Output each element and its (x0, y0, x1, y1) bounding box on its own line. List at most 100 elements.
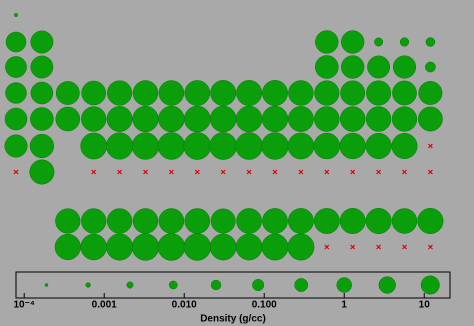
element-bubble (262, 208, 288, 234)
element-bubble (184, 105, 211, 133)
element-bubble (209, 105, 237, 133)
element-bubble (55, 106, 81, 132)
element-bubble (132, 105, 159, 133)
element-bubble (131, 233, 160, 261)
element-bubble (288, 80, 314, 106)
element-bubble (314, 80, 340, 106)
missing-marker (168, 169, 174, 175)
size-legend-bubble (420, 275, 440, 295)
size-legend-bubble (85, 282, 91, 288)
missing-marker (427, 244, 433, 250)
element-bubble (365, 132, 392, 160)
missing-marker (376, 169, 382, 175)
x-axis-label: Density (g/cc) (200, 314, 266, 325)
size-legend-bubble (210, 279, 222, 291)
element-bubble (210, 80, 237, 106)
element-bubble (391, 133, 418, 159)
element-bubble (184, 80, 211, 106)
size-legend-bubble (336, 277, 352, 293)
element-bubble (341, 55, 365, 79)
element-bubble (261, 233, 289, 261)
element-bubble (391, 208, 418, 234)
element-bubble (236, 208, 262, 234)
element-bubble (183, 233, 212, 261)
element-bubble (5, 56, 27, 78)
element-bubble (54, 233, 81, 261)
missing-marker (350, 169, 356, 175)
element-bubble (374, 37, 384, 47)
element-bubble (5, 31, 27, 53)
element-bubble (4, 107, 28, 131)
element-bubble (365, 208, 392, 234)
missing-marker (350, 244, 356, 250)
element-bubble (314, 106, 340, 132)
element-bubble (81, 106, 107, 132)
element-bubble (30, 107, 54, 131)
x-tick-label: 10 (419, 300, 431, 311)
element-bubble (80, 132, 108, 160)
size-legend-bubble (378, 276, 396, 294)
element-bubble (313, 132, 341, 160)
x-tick-label: 1 (341, 300, 347, 311)
element-bubble (339, 132, 366, 160)
missing-marker (427, 143, 433, 149)
element-bubble (81, 80, 106, 106)
element-bubble (315, 55, 339, 79)
element-bubble (210, 208, 236, 234)
element-bubble (392, 80, 417, 106)
element-bubble (29, 133, 54, 159)
x-tick-label: 10⁻⁴ (14, 300, 35, 311)
element-bubble (30, 30, 54, 54)
element-bubble (418, 81, 443, 105)
element-bubble (30, 55, 54, 79)
element-bubble (287, 132, 315, 160)
element-bubble (106, 132, 134, 160)
element-bubble (392, 55, 417, 79)
element-bubble (157, 233, 186, 261)
missing-marker (91, 169, 97, 175)
element-bubble (131, 132, 160, 160)
element-bubble (4, 134, 28, 158)
element-bubble (132, 208, 159, 234)
missing-marker (402, 244, 407, 250)
element-bubble (313, 208, 340, 234)
size-legend-bubble (44, 283, 49, 287)
element-bubble (287, 106, 314, 132)
element-bubble (235, 132, 263, 160)
missing-marker (376, 244, 382, 250)
element-bubble (183, 132, 212, 160)
size-legend-bubble (252, 278, 265, 292)
element-bubble (365, 106, 392, 132)
element-bubble (157, 132, 186, 160)
element-bubble (287, 233, 315, 261)
size-legend-bubble (168, 280, 178, 290)
element-bubble (30, 81, 54, 105)
x-tick-label: 0.001 (92, 300, 117, 311)
element-bubble (425, 37, 436, 47)
element-bubble (158, 208, 185, 234)
missing-marker (324, 244, 330, 250)
missing-marker (13, 169, 19, 175)
size-legend-bubble (126, 281, 134, 289)
element-bubble (235, 105, 263, 133)
missing-marker (194, 169, 200, 175)
element-bubble (315, 30, 339, 54)
missing-marker (117, 169, 123, 175)
missing-marker (220, 169, 226, 175)
element-bubble (106, 208, 133, 234)
missing-marker (427, 169, 433, 175)
element-bubble (391, 106, 418, 132)
element-bubble (262, 80, 288, 106)
missing-marker (324, 169, 330, 175)
element-bubble (14, 13, 18, 17)
element-bubble (184, 208, 211, 234)
element-bubble (341, 30, 365, 54)
element-bubble (5, 82, 27, 104)
element-bubble (106, 233, 134, 261)
element-bubble (55, 81, 80, 105)
element-bubble (425, 61, 436, 73)
missing-marker (402, 169, 407, 175)
element-bubble (209, 233, 237, 261)
element-bubble (418, 106, 443, 132)
element-bubble (366, 80, 392, 106)
